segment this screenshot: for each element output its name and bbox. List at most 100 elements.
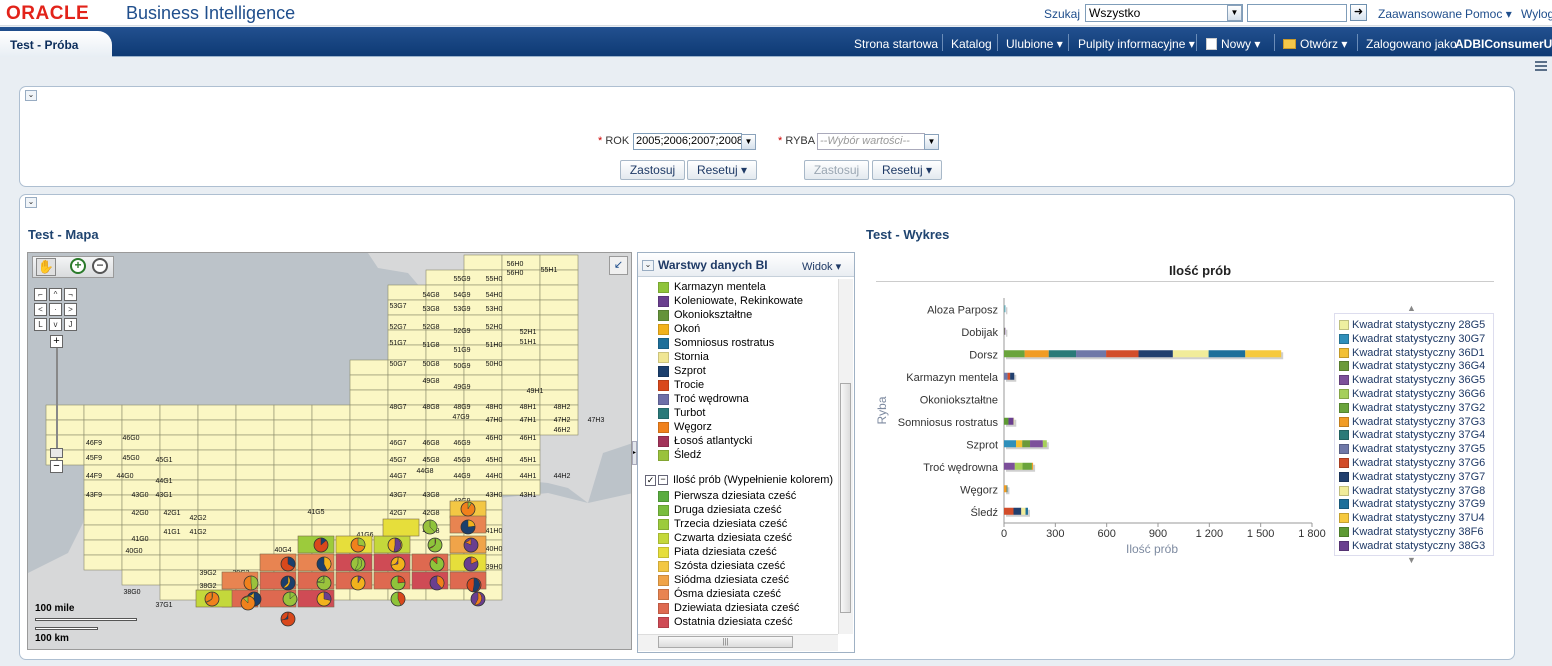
stat-square[interactable] — [235, 464, 275, 481]
bar-segment[interactable] — [1013, 417, 1015, 425]
stat-square[interactable] — [159, 539, 199, 556]
stat-square[interactable] — [273, 464, 313, 481]
bar-segment[interactable] — [1208, 350, 1246, 358]
page-options-icon[interactable] — [1535, 61, 1547, 71]
zoom-slider-thumb[interactable] — [50, 448, 63, 458]
bar-segment[interactable] — [1007, 372, 1011, 380]
stat-square[interactable] — [539, 374, 579, 391]
catalog-link[interactable]: Katalog — [951, 37, 992, 51]
legend-splitter-handle[interactable]: ▸ — [632, 441, 637, 465]
filled-stat-square[interactable] — [382, 518, 420, 537]
bar-segment[interactable] — [1004, 327, 1005, 335]
stat-square[interactable] — [235, 434, 275, 451]
stat-square[interactable] — [197, 479, 237, 496]
stat-square[interactable] — [273, 479, 313, 496]
stat-square[interactable] — [83, 539, 123, 556]
fish-dropdown-icon[interactable]: ▼ — [924, 134, 939, 150]
stat-square[interactable] — [235, 524, 275, 541]
bar-segment[interactable] — [1004, 440, 1017, 448]
stat-square[interactable] — [311, 464, 351, 481]
stat-square[interactable] — [387, 419, 427, 436]
stat-square[interactable] — [121, 554, 161, 571]
stat-square[interactable] — [349, 389, 389, 406]
open-menu[interactable]: Otwórz ▾ — [1283, 37, 1347, 51]
stat-square[interactable] — [539, 329, 579, 346]
stat-square[interactable] — [501, 344, 541, 361]
collapse-content-icon[interactable]: ⌄ — [25, 197, 37, 208]
stat-square[interactable] — [311, 419, 351, 436]
stat-square[interactable] — [387, 284, 427, 301]
stat-square[interactable] — [349, 434, 389, 451]
bar-segment[interactable] — [1024, 350, 1049, 358]
reset-year-button[interactable]: Resetuj ▾ — [687, 160, 757, 180]
collapse-legend-icon[interactable]: ↙ — [609, 256, 628, 275]
zoom-slider-plus-icon[interactable]: + — [50, 335, 63, 348]
stat-square[interactable] — [159, 419, 199, 436]
logout-link[interactable]: Wylog — [1521, 7, 1552, 21]
stat-square[interactable] — [159, 584, 199, 601]
year-select[interactable]: 2005;2006;2007;2008 — [633, 133, 742, 150]
stat-square[interactable] — [159, 569, 199, 586]
stat-square[interactable] — [197, 419, 237, 436]
bar-segment[interactable] — [1013, 507, 1022, 515]
pan-arrow-icon[interactable]: v — [49, 318, 62, 331]
stat-square[interactable] — [311, 434, 351, 451]
stat-square[interactable] — [197, 464, 237, 481]
search-scope-dropdown-icon[interactable]: ▼ — [1227, 5, 1242, 21]
stat-square[interactable] — [463, 254, 503, 271]
bar-segment[interactable] — [1004, 372, 1008, 380]
bar-segment[interactable] — [1138, 350, 1173, 358]
stat-square[interactable] — [197, 434, 237, 451]
bar-segment[interactable] — [1025, 507, 1028, 515]
bar-segment[interactable] — [1042, 440, 1047, 448]
stat-square[interactable] — [349, 479, 389, 496]
stat-square[interactable] — [45, 419, 85, 436]
stat-square[interactable] — [349, 359, 389, 376]
stat-square[interactable] — [83, 404, 123, 421]
bar-segment[interactable] — [1004, 305, 1006, 313]
bar-segment[interactable] — [1010, 372, 1015, 380]
stat-square[interactable] — [425, 419, 465, 436]
bar-segment[interactable] — [1031, 462, 1034, 470]
stat-square[interactable] — [121, 569, 161, 586]
stat-square[interactable] — [349, 419, 389, 436]
view-menu[interactable]: Widok ▾ — [802, 261, 842, 273]
bar-segment[interactable] — [1004, 507, 1014, 515]
legend-hscroll-thumb[interactable]: ||| — [658, 636, 793, 648]
bar-segment[interactable] — [1172, 350, 1209, 358]
search-input[interactable] — [1247, 4, 1347, 22]
help-menu[interactable]: Pomoc ▾ — [1465, 7, 1512, 21]
stat-square[interactable] — [83, 524, 123, 541]
stat-square[interactable] — [501, 314, 541, 331]
stat-square[interactable] — [501, 479, 541, 496]
stat-square[interactable] — [83, 509, 123, 526]
bar-segment[interactable] — [1006, 485, 1008, 493]
bar-segment[interactable] — [1014, 462, 1023, 470]
layer-visibility-checkbox[interactable]: ✓ — [645, 475, 656, 486]
pan-arrow-icon[interactable]: L — [34, 318, 47, 331]
stat-square[interactable] — [197, 449, 237, 466]
stat-square[interactable] — [197, 494, 237, 511]
stat-square[interactable] — [349, 449, 389, 466]
stat-square[interactable] — [349, 464, 389, 481]
bar-segment[interactable] — [1106, 350, 1139, 358]
pan-hand-icon[interactable]: ✋ — [36, 258, 56, 276]
stat-square[interactable] — [539, 389, 579, 406]
bar-segment[interactable] — [1004, 350, 1025, 358]
stat-square[interactable] — [311, 449, 351, 466]
dashboard-page-tab[interactable]: Test - Próba — [0, 31, 112, 57]
stat-square[interactable] — [235, 449, 275, 466]
map-view[interactable]: 56H0 56H0 55H1 55G9 55H0 54G8 54G9 54H0 53G7 53G8… — [27, 252, 632, 650]
bar-segment[interactable] — [1016, 440, 1023, 448]
bar-segment[interactable] — [1008, 417, 1014, 425]
stat-square[interactable] — [273, 404, 313, 421]
fish-select[interactable]: --Wybór wartości-- — [817, 133, 925, 150]
reset-fish-button[interactable]: Resetuj ▾ — [872, 160, 942, 180]
stat-square[interactable] — [235, 479, 275, 496]
bar-segment[interactable] — [1004, 417, 1009, 425]
stat-square[interactable] — [45, 404, 85, 421]
legend-scroll-thumb[interactable] — [840, 383, 851, 613]
apply-year-button[interactable]: Zastosuj — [620, 160, 685, 180]
pan-arrow-icon[interactable]: · — [49, 303, 62, 316]
